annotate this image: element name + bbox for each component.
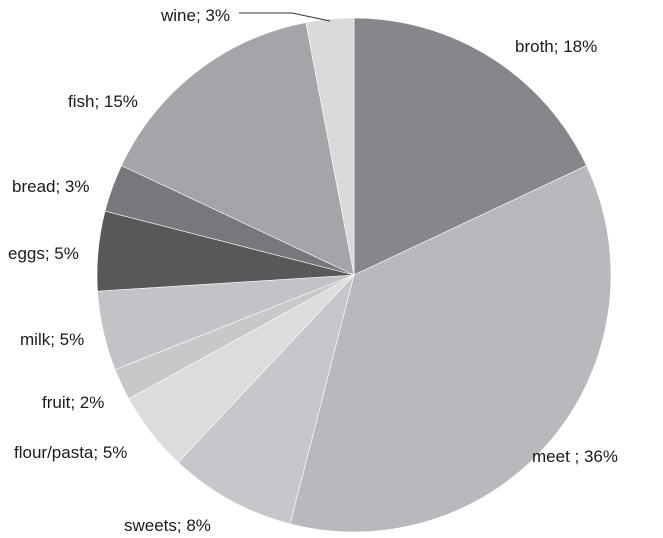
slice-label-fish: fish; 15% — [68, 92, 138, 111]
pie-slices — [96, 17, 612, 533]
pie-labels: broth; 18% meet ; 36% sweets; 8% flour/p… — [8, 6, 618, 535]
slice-label-milk: milk; 5% — [20, 330, 84, 349]
pie-slice-broth — [353, 17, 587, 276]
slice-label-wine: wine; 3% — [160, 6, 230, 25]
slice-label-broth: broth; 18% — [515, 37, 597, 56]
slice-label-fruit: fruit; 2% — [42, 393, 104, 412]
pie-slice-sweets — [177, 274, 355, 525]
slice-label-meet: meet ; 36% — [532, 447, 618, 466]
slice-label-sweets: sweets; 8% — [124, 516, 211, 535]
wine-leader-line — [239, 12, 331, 22]
slice-label-bread: bread; 3% — [12, 177, 90, 196]
pie-slice-fish — [121, 22, 355, 276]
pie-slice-wine — [305, 17, 355, 276]
pie-slice-meet — [289, 165, 612, 533]
slice-label-eggs: eggs; 5% — [8, 244, 79, 263]
slice-label-flour-pasta: flour/pasta; 5% — [14, 443, 127, 462]
